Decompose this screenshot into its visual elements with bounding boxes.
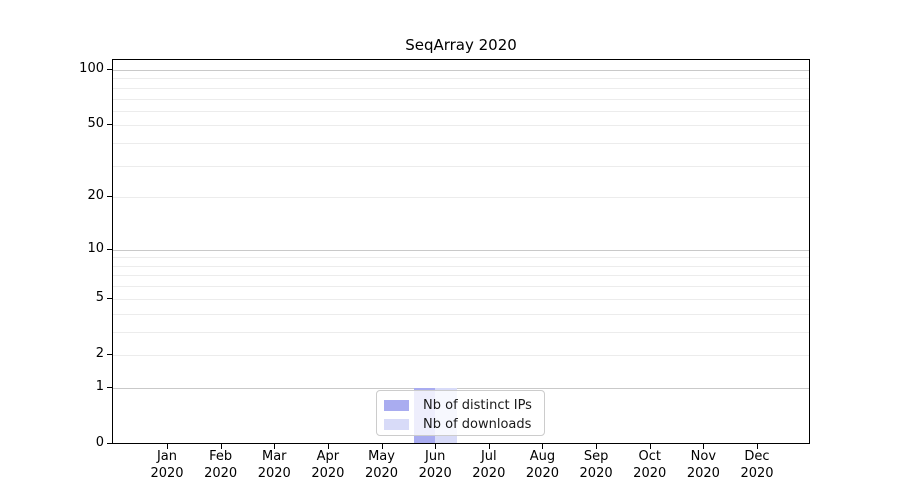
legend-swatch-downloads-icon — [384, 419, 409, 430]
gridline-minor — [113, 275, 809, 277]
x-tick-label: Apr 2020 — [311, 449, 345, 481]
x-tick-mark — [649, 444, 651, 449]
x-tick-mark — [757, 444, 758, 449]
x-tick-mark — [167, 444, 168, 449]
legend-label-distinct-ips: Nb of distinct IPs — [423, 398, 532, 413]
gridline-minor — [113, 143, 809, 145]
gridline-minor — [113, 165, 809, 167]
y-tick-label: 5 — [95, 289, 104, 305]
legend-entry-downloads: Nb of downloads — [377, 415, 544, 434]
y-tick-mark — [107, 297, 112, 299]
y-tick-mark — [107, 196, 112, 198]
y-tick-label: 1 — [95, 378, 104, 394]
gridline-major — [113, 70, 809, 71]
legend-swatch-distinct-ips-icon — [384, 400, 409, 411]
x-tick-label: Jan 2020 — [150, 449, 184, 481]
y-tick-label: 10 — [87, 240, 104, 256]
legend-entry-distinct-ips: Nb of distinct IPs — [377, 396, 544, 415]
gridline-major — [113, 249, 809, 251]
x-tick-mark — [488, 444, 490, 449]
y-tick-label: 50 — [87, 116, 104, 132]
gridline-minor — [113, 197, 809, 199]
gridline-minor — [113, 331, 809, 333]
x-tick-mark — [435, 444, 437, 449]
gridline-minor — [113, 125, 809, 127]
gridline-minor — [113, 110, 809, 112]
gridline-minor — [113, 354, 809, 356]
x-tick-label: Oct 2020 — [633, 449, 667, 481]
x-tick-label: Aug 2020 — [525, 449, 559, 481]
y-tick-mark — [107, 69, 112, 70]
legend: Nb of distinct IPs Nb of downloads — [376, 390, 545, 436]
x-tick-label: Dec 2020 — [740, 449, 774, 481]
gridline-minor — [113, 98, 809, 100]
y-tick-mark — [107, 124, 112, 126]
gridline-minor — [113, 313, 809, 315]
x-tick-mark — [542, 444, 544, 449]
x-tick-mark — [381, 444, 383, 449]
gridline-minor — [113, 87, 809, 89]
x-tick-mark — [274, 444, 276, 449]
gridline-minor — [113, 265, 809, 267]
y-tick-mark — [107, 443, 112, 444]
x-tick-mark — [327, 444, 329, 449]
y-tick-label: 20 — [87, 188, 104, 204]
x-tick-label: Feb 2020 — [204, 449, 238, 481]
x-tick-label: Jul 2020 — [472, 449, 506, 481]
y-tick-label: 0 — [95, 435, 104, 450]
gridline-minor — [113, 78, 809, 80]
x-tick-label: Nov 2020 — [686, 449, 720, 481]
gridline-major — [113, 387, 809, 389]
x-tick-label: Mar 2020 — [257, 449, 291, 481]
x-tick-mark — [703, 444, 705, 449]
chart-title: SeqArray 2020 — [405, 36, 517, 54]
y-tick-mark — [107, 353, 112, 355]
y-tick-mark — [107, 248, 112, 250]
x-tick-mark — [596, 444, 598, 449]
gridline-minor — [113, 298, 809, 300]
plot-area — [112, 59, 810, 444]
y-tick-label: 100 — [79, 61, 104, 76]
y-tick-mark — [107, 386, 112, 388]
x-tick-label: May 2020 — [364, 449, 399, 481]
x-tick-label: Sep 2020 — [579, 449, 613, 481]
y-tick-label: 2 — [95, 345, 104, 361]
x-tick-label: Jun 2020 — [418, 449, 452, 481]
legend-label-downloads: Nb of downloads — [423, 417, 532, 432]
x-tick-mark — [220, 444, 222, 449]
gridline-minor — [113, 257, 809, 259]
gridline-minor — [113, 286, 809, 288]
